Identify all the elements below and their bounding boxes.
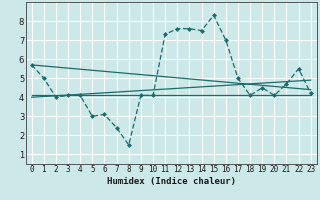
X-axis label: Humidex (Indice chaleur): Humidex (Indice chaleur) (107, 177, 236, 186)
